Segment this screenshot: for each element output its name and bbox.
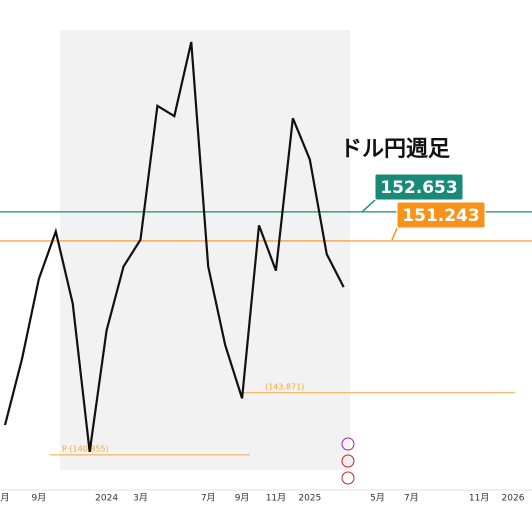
- price-line: [3, 41, 345, 453]
- x-tick-label: 11月: [469, 493, 489, 504]
- x-tick-label: 7月: [404, 493, 419, 504]
- icon: [341, 454, 355, 468]
- chart-title: ドル円週足: [340, 137, 450, 162]
- indicator-icons: [341, 437, 355, 485]
- x-tick-label: 7月: [201, 493, 216, 504]
- x-tick-label: 9月: [235, 493, 250, 504]
- x-tick-label: 2025: [298, 494, 321, 504]
- price-tag: [396, 201, 486, 229]
- price-tag-pointer: [361, 199, 376, 213]
- x-axis-strip: [0, 490, 532, 532]
- band-shade: [60, 30, 350, 470]
- price-level-label: P (140.855): [62, 444, 109, 453]
- price-tag-pointer: [391, 227, 398, 241]
- x-tick-label: 5月: [370, 493, 385, 504]
- x-tick-label: 3月: [133, 493, 148, 504]
- x-tick-label: 2026: [502, 494, 525, 504]
- x-tick-label: 9月: [31, 493, 46, 504]
- x-tick-label: 月: [0, 493, 9, 504]
- price-tag-label: 152.653: [380, 178, 457, 198]
- price-tag-label: 151.243: [402, 206, 479, 226]
- x-tick-label: 2024: [95, 494, 118, 504]
- x-tick-label: 11月: [266, 493, 286, 504]
- icon: [341, 437, 355, 451]
- icon: [341, 471, 355, 485]
- price-level-label: (143.871): [265, 382, 304, 391]
- price-tag: [374, 173, 464, 201]
